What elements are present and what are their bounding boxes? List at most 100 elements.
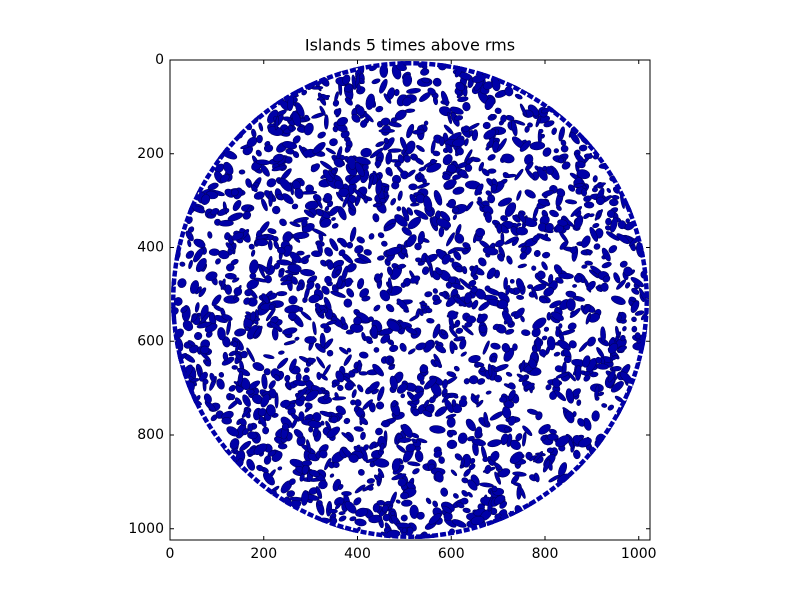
island <box>326 426 341 439</box>
island <box>461 490 469 497</box>
island <box>197 111 204 122</box>
island <box>253 325 263 339</box>
island <box>468 375 479 385</box>
island <box>596 96 603 106</box>
island <box>558 272 574 280</box>
island <box>231 365 238 370</box>
island <box>546 532 551 539</box>
island <box>230 61 238 69</box>
island <box>491 355 497 363</box>
island <box>554 390 567 402</box>
island <box>623 266 633 277</box>
island <box>292 231 310 240</box>
island <box>414 242 422 251</box>
island <box>484 211 492 223</box>
island <box>282 140 298 150</box>
island <box>358 371 369 376</box>
island <box>519 103 528 118</box>
island <box>210 208 220 216</box>
island <box>558 96 572 102</box>
island <box>560 61 568 67</box>
island <box>418 166 427 172</box>
island <box>441 291 448 298</box>
island <box>440 90 449 107</box>
island <box>419 301 428 306</box>
island <box>177 278 187 288</box>
island <box>255 238 269 247</box>
island <box>381 420 391 428</box>
island <box>421 266 430 275</box>
island <box>601 75 606 89</box>
island <box>560 105 573 115</box>
island <box>377 255 385 261</box>
island <box>220 476 228 484</box>
island <box>625 496 633 504</box>
island <box>613 61 622 74</box>
y-tick-label: 1000 <box>128 521 164 537</box>
island <box>283 340 296 346</box>
island <box>400 492 410 500</box>
island <box>271 514 283 523</box>
island <box>559 329 576 336</box>
island <box>284 374 291 382</box>
island <box>630 276 645 288</box>
island <box>415 257 422 263</box>
island <box>293 428 304 439</box>
island <box>195 257 207 273</box>
island <box>625 218 630 224</box>
island <box>485 146 490 151</box>
island <box>557 101 569 111</box>
island <box>206 511 212 517</box>
island <box>256 497 263 504</box>
island <box>358 469 365 476</box>
island <box>360 147 372 158</box>
island <box>303 122 314 136</box>
island <box>415 342 427 351</box>
island <box>196 70 206 79</box>
rim <box>171 61 649 539</box>
island <box>187 226 195 233</box>
island <box>278 350 285 355</box>
island <box>246 136 258 148</box>
island <box>454 115 464 121</box>
island <box>564 530 572 535</box>
island <box>207 490 215 504</box>
island <box>294 187 304 199</box>
island <box>632 176 639 191</box>
island <box>338 511 346 516</box>
island <box>523 518 534 530</box>
island <box>282 74 290 81</box>
island <box>592 222 600 229</box>
island <box>632 125 638 142</box>
island <box>556 188 566 197</box>
island <box>497 197 512 207</box>
island <box>193 471 203 475</box>
island <box>498 468 511 478</box>
island <box>284 156 293 164</box>
island <box>579 482 588 497</box>
island <box>363 336 373 342</box>
island <box>471 129 479 142</box>
island <box>357 278 365 290</box>
island <box>509 523 524 534</box>
island <box>298 411 305 422</box>
island <box>631 316 637 323</box>
island <box>582 499 590 507</box>
island <box>266 178 277 188</box>
island <box>181 393 189 406</box>
island <box>628 121 634 135</box>
island <box>191 158 198 166</box>
island <box>250 184 258 193</box>
island <box>549 300 562 309</box>
island <box>422 409 433 418</box>
island <box>478 324 488 334</box>
island <box>452 214 457 220</box>
island <box>253 68 266 83</box>
island <box>357 253 372 264</box>
island <box>331 316 343 328</box>
island <box>569 131 580 145</box>
island <box>385 167 393 176</box>
island <box>616 233 630 245</box>
island <box>529 141 546 151</box>
island <box>389 344 399 352</box>
